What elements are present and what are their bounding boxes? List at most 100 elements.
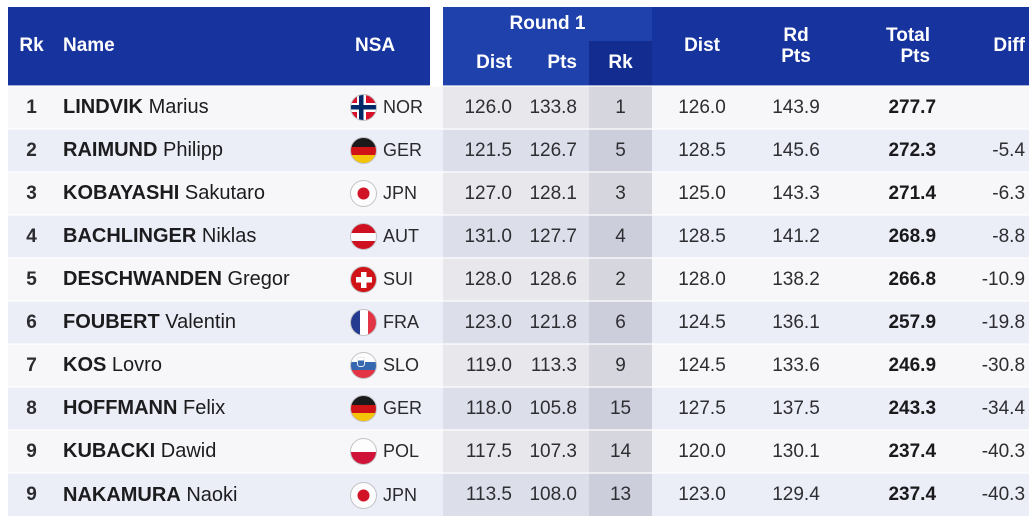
cell-r1-dist: 131.0 — [443, 214, 520, 258]
cell-name: NAKAMURA Naoki — [55, 472, 345, 516]
cell-spacer — [430, 171, 443, 215]
nsa-code: JPN — [383, 183, 418, 203]
cell-rank: 8 — [8, 386, 55, 430]
cell-diff: -10.9 — [940, 257, 1029, 301]
table-row: 7 KOS Lovro SLO 119.0 113.3 9 124.5 133.6 246.9-… — [8, 343, 1029, 387]
ger-flag-icon — [350, 137, 377, 164]
header-name: Name — [55, 7, 345, 86]
athlete-surname: FOUBERT — [63, 311, 160, 333]
athlete-given-name: Dawid — [160, 440, 217, 462]
cell-nsa: NOR — [345, 85, 430, 129]
cell-rd-pts: 137.5 — [752, 386, 841, 430]
cell-dist: 126.0 — [652, 85, 753, 129]
athlete-given-name: Niklas — [201, 225, 257, 247]
cell-dist: 120.0 — [652, 429, 753, 473]
cell-spacer — [430, 128, 443, 172]
table-row: 3 KOBAYASHI Sakutaro JPN 127.0 128.1 3 125.0 14… — [8, 171, 1029, 215]
nsa-group: SLO — [345, 352, 430, 379]
cell-diff: -30.8 — [940, 343, 1029, 387]
cell-r1-pts: 127.7 — [520, 214, 589, 258]
cell-name: HOFFMANN Felix — [55, 386, 345, 430]
cell-total-pts: 246.9 — [840, 343, 941, 387]
cell-rd-pts: 136.1 — [752, 300, 841, 344]
nsa-group: NOR — [345, 94, 430, 121]
cell-total-pts: 277.7 — [840, 85, 941, 129]
cell-rank: 7 — [8, 343, 55, 387]
cell-nsa: SLO — [345, 343, 430, 387]
cell-rd-pts: 145.6 — [752, 128, 841, 172]
athlete-surname: KOBAYASHI — [63, 182, 180, 204]
athlete-given-name: Gregor — [227, 268, 290, 290]
cell-dist: 124.5 — [652, 300, 753, 344]
nsa-group: AUT — [345, 223, 430, 250]
nsa-group: JPN — [345, 180, 430, 207]
athlete-surname: RAIMUND — [63, 139, 158, 161]
athlete-given-name: Philipp — [163, 139, 224, 161]
ger-flag-icon — [350, 395, 377, 422]
cell-r1-pts: 113.3 — [520, 343, 589, 387]
nsa-group: GER — [345, 137, 430, 164]
cell-rank: 9 — [8, 429, 55, 473]
cell-name: BACHLINGER Niklas — [55, 214, 345, 258]
cell-dist: 128.0 — [652, 257, 753, 301]
fra-flag-icon — [350, 309, 377, 336]
cell-r1-rank: 14 — [589, 429, 653, 473]
cell-r1-dist: 126.0 — [443, 85, 520, 129]
nsa-group: JPN — [345, 481, 430, 509]
cell-r1-rank: 1 — [589, 85, 653, 129]
cell-r1-dist: 113.5 — [443, 472, 520, 516]
header-rd-pts: Rd Pts — [752, 7, 841, 86]
cell-name: KOS Lovro — [55, 343, 345, 387]
table-row: 9 KUBACKI Dawid POL 117.5 107.3 14 120.0 130.1 2… — [8, 429, 1029, 473]
athlete-given-name: Felix — [183, 397, 226, 419]
header-dist: Dist — [652, 7, 753, 86]
cell-r1-pts: 121.8 — [520, 300, 589, 344]
slo-flag-icon — [350, 352, 377, 379]
header-round1-pts: Pts — [520, 41, 589, 86]
table-row: 5 DESCHWANDEN Gregor SUI 128.0 128.6 2 128.0 13… — [8, 257, 1029, 301]
nsa-code: AUT — [383, 226, 419, 246]
cell-total-pts: 271.4 — [840, 171, 941, 215]
results-tbody: 1 LINDVIK Marius NOR 126.0 133.8 1 126.0 143.9 2… — [8, 85, 1029, 516]
nsa-code: SUI — [383, 269, 414, 289]
athlete-surname: HOFFMANN — [63, 397, 178, 419]
cell-dist: 124.5 — [652, 343, 753, 387]
cell-rd-pts: 138.2 — [752, 257, 841, 301]
cell-r1-dist: 118.0 — [443, 386, 520, 430]
table-row: 4 BACHLINGER Niklas AUT 131.0 127.7 4 128.5 141… — [8, 214, 1029, 258]
nsa-code: NOR — [383, 97, 423, 117]
nor-flag-icon — [350, 94, 377, 121]
athlete-given-name: Valentin — [165, 311, 237, 333]
cell-spacer — [430, 472, 443, 516]
cell-nsa: JPN — [345, 472, 430, 516]
cell-r1-rank: 5 — [589, 128, 653, 172]
cell-nsa: SUI — [345, 257, 430, 301]
nsa-group: SUI — [345, 266, 430, 293]
cell-nsa: POL — [345, 429, 430, 473]
cell-rank: 5 — [8, 257, 55, 301]
cell-r1-rank: 9 — [589, 343, 653, 387]
cell-nsa: GER — [345, 128, 430, 172]
cell-spacer — [430, 214, 443, 258]
cell-r1-pts: 107.3 — [520, 429, 589, 473]
cell-name: LINDVIK Marius — [55, 85, 345, 129]
cell-diff: -40.3 — [940, 429, 1029, 473]
nsa-group: POL — [345, 438, 430, 465]
cell-rd-pts: 130.1 — [752, 429, 841, 473]
aut-flag-icon — [350, 223, 377, 250]
cell-r1-dist: 127.0 — [443, 171, 520, 215]
cell-nsa: GER — [345, 386, 430, 430]
cell-name: KUBACKI Dawid — [55, 429, 345, 473]
cell-diff: -6.3 — [940, 171, 1029, 215]
athlete-surname: KOS — [63, 354, 107, 376]
cell-diff — [940, 85, 1029, 129]
header-rank: Rk — [8, 7, 55, 86]
header-total-pts: Total Pts — [840, 7, 941, 86]
cell-r1-pts: 105.8 — [520, 386, 589, 430]
cell-rd-pts: 133.6 — [752, 343, 841, 387]
athlete-surname: LINDVIK — [63, 96, 143, 118]
athlete-surname: KUBACKI — [63, 440, 156, 462]
athlete-surname: NAKAMURA — [63, 483, 181, 506]
cell-nsa: JPN — [345, 171, 430, 215]
